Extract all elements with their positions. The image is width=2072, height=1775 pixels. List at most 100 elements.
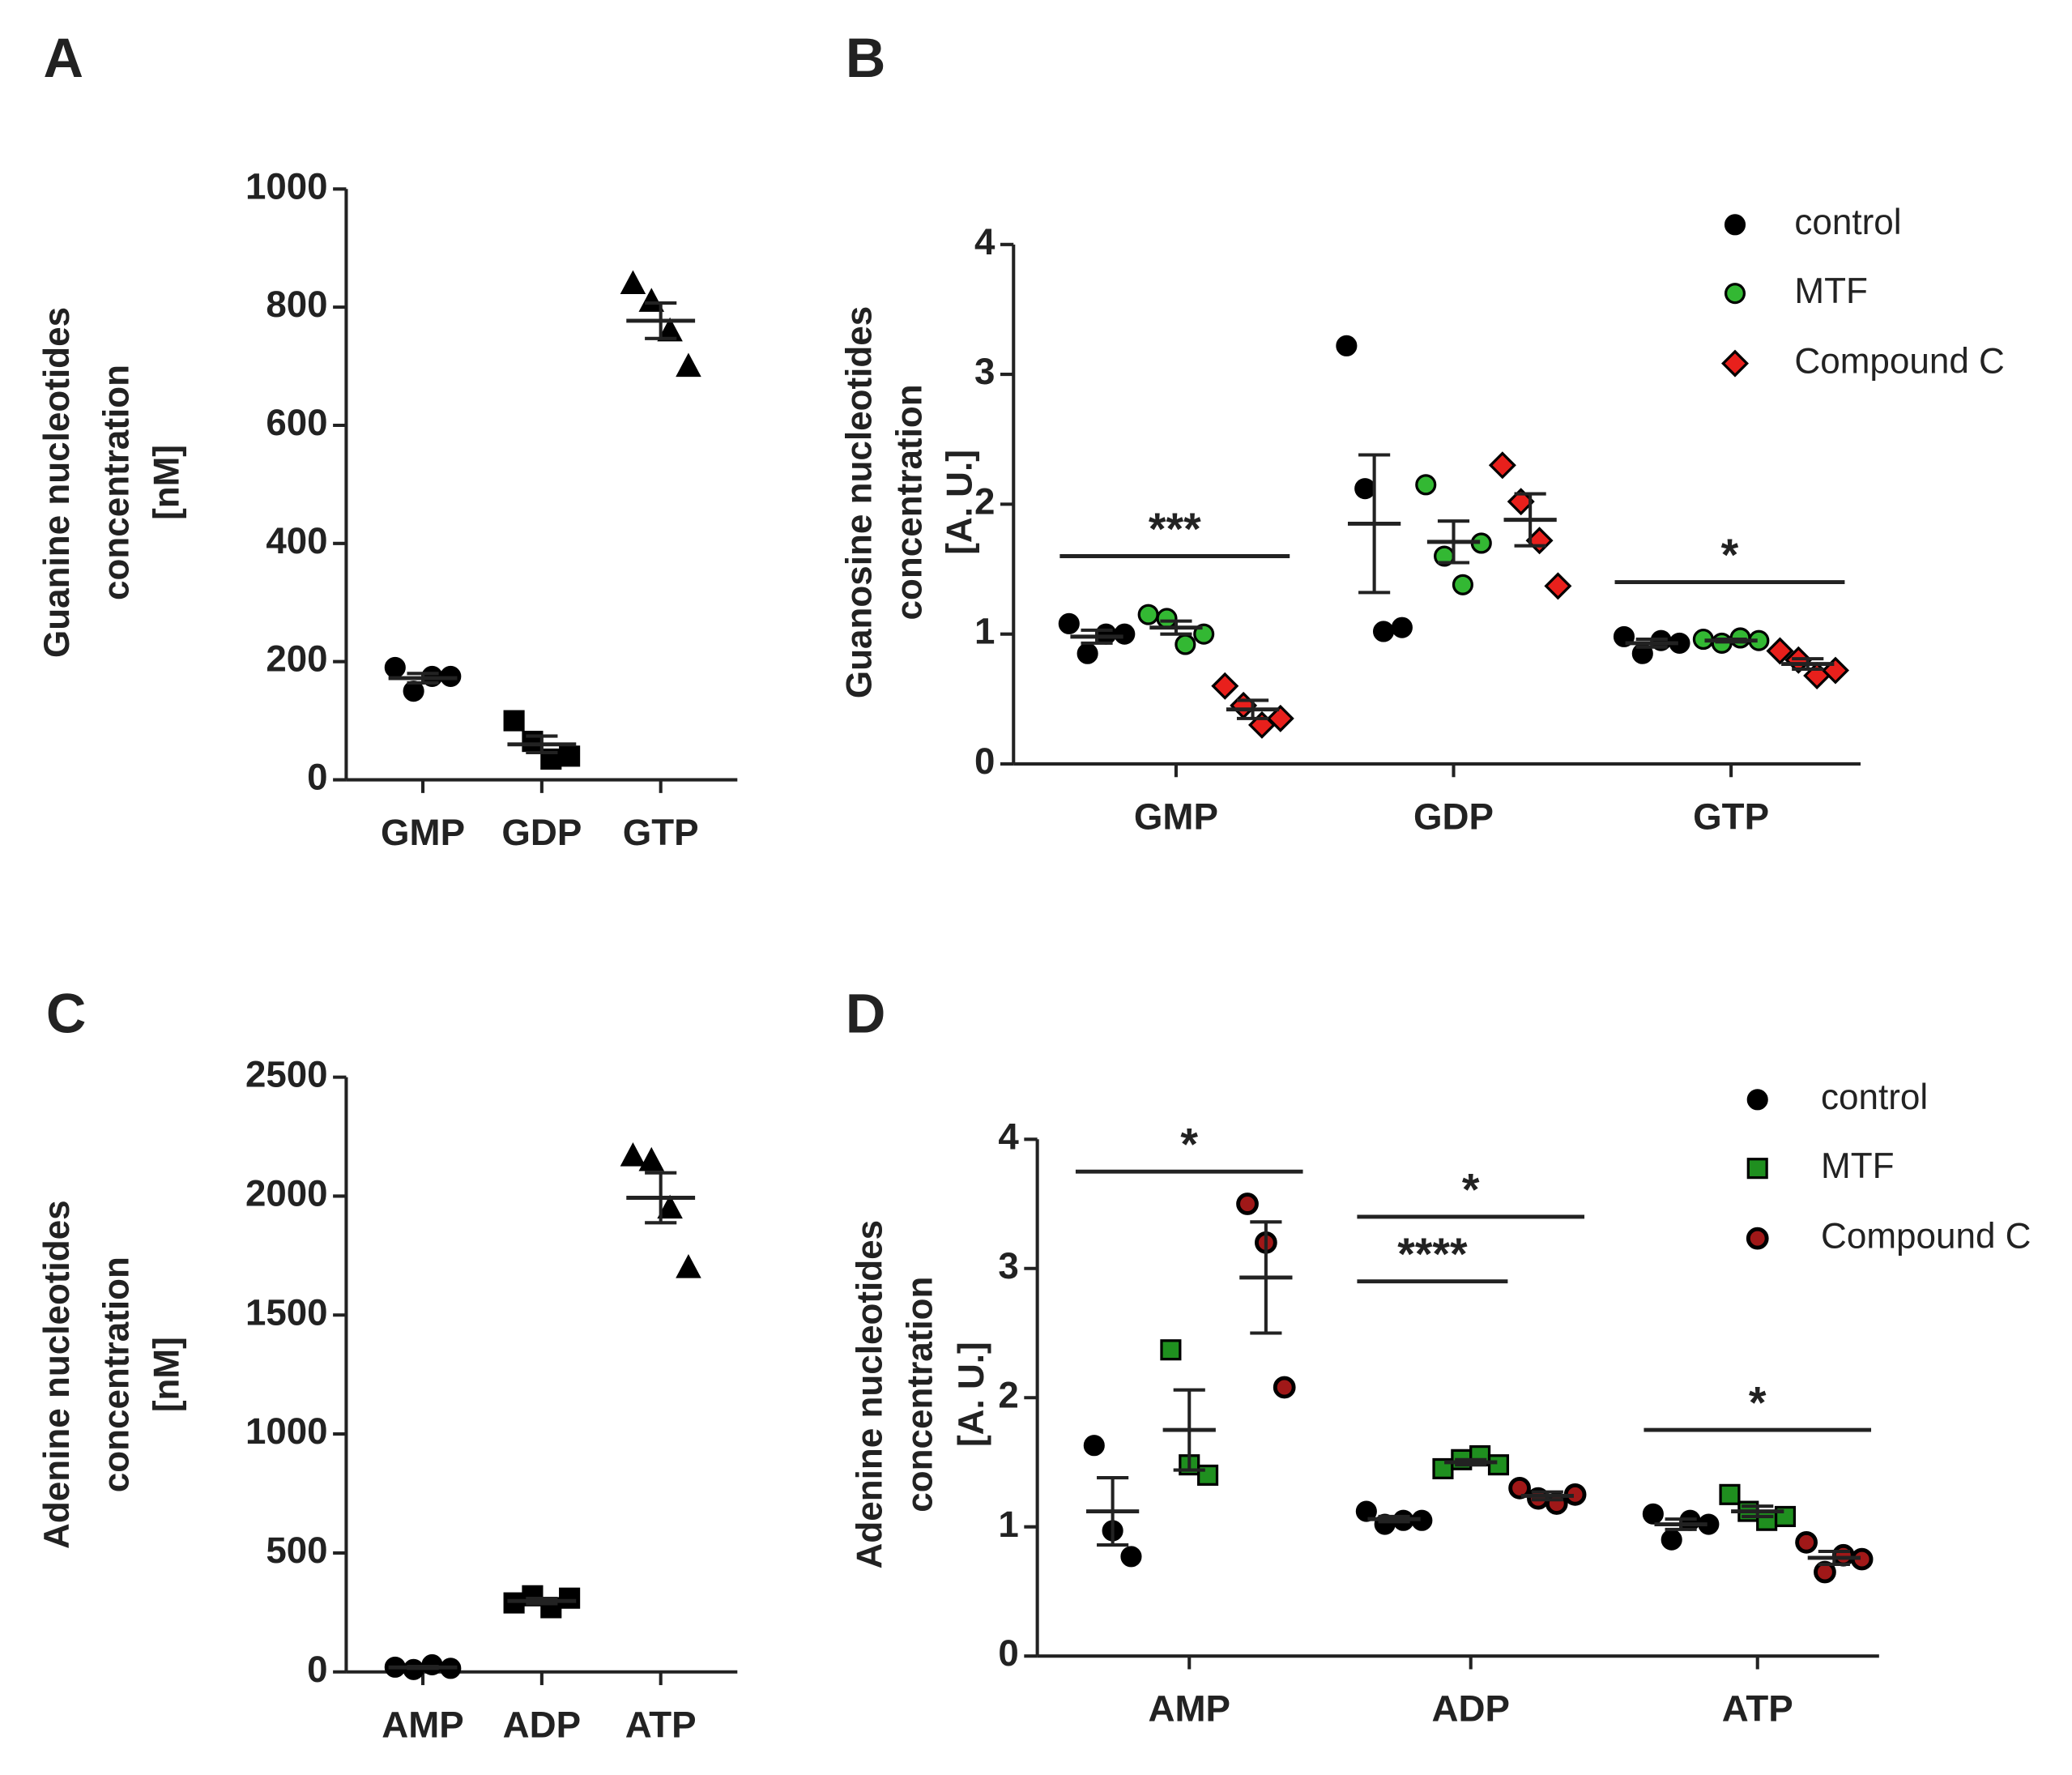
y-tick-label: 1500 bbox=[245, 1291, 328, 1333]
sem-bar bbox=[645, 301, 677, 340]
legend-marker bbox=[1721, 349, 1749, 378]
sem-bar bbox=[1792, 657, 1824, 671]
significance-label: **** bbox=[1397, 1229, 1468, 1279]
x-tick-label: ATP bbox=[1722, 1688, 1793, 1730]
data-point bbox=[503, 710, 525, 732]
x-tick-label: GMP bbox=[381, 812, 465, 853]
data-point bbox=[1355, 1500, 1377, 1522]
data-point bbox=[1114, 623, 1136, 645]
data-point bbox=[1487, 1454, 1510, 1476]
sem-bar bbox=[1358, 453, 1391, 595]
x-tick-label: GMP bbox=[1134, 796, 1218, 838]
data-point bbox=[1661, 1529, 1682, 1551]
y-axis-label: concentration bbox=[96, 1257, 136, 1492]
y-axis-label: concentration bbox=[96, 365, 136, 600]
significance-label: * bbox=[1721, 530, 1739, 580]
x-tick-label: GTP bbox=[1693, 796, 1769, 838]
x-tick-label: AMP bbox=[382, 1704, 463, 1745]
x-tick-label: GDP bbox=[1413, 796, 1494, 838]
y-tick-label: 2 bbox=[998, 1374, 1018, 1415]
x-tick-label: ADP bbox=[1432, 1688, 1510, 1730]
y-axis-label: concentration bbox=[889, 384, 929, 620]
legend-marker bbox=[1746, 1158, 1768, 1180]
x-tick-label: AMP bbox=[1149, 1688, 1230, 1730]
sem-bar bbox=[407, 672, 439, 685]
significance-label: * bbox=[1749, 1377, 1767, 1427]
y-axis-label: [A. U.] bbox=[952, 1342, 991, 1447]
y-axis-label: [nM] bbox=[147, 445, 186, 520]
data-point bbox=[620, 270, 646, 295]
data-point bbox=[1766, 637, 1794, 665]
legend-label: MTF bbox=[1821, 1146, 1894, 1186]
y-axis-label: Adenine nucleotides bbox=[37, 1200, 77, 1549]
data-point bbox=[1095, 623, 1117, 645]
significance-label: * bbox=[1180, 1119, 1198, 1169]
legend-label: control bbox=[1821, 1077, 1928, 1117]
significance-label: * bbox=[1462, 1164, 1480, 1214]
sem-bar bbox=[1455, 1457, 1487, 1467]
data-point bbox=[1175, 634, 1196, 655]
sem-bar bbox=[1818, 1549, 1850, 1566]
sem-bar bbox=[1531, 1490, 1563, 1502]
y-tick-label: 0 bbox=[307, 1649, 327, 1690]
x-tick-label: ATP bbox=[625, 1704, 697, 1745]
data-point bbox=[403, 681, 424, 702]
data-point bbox=[421, 1653, 443, 1675]
legend-marker bbox=[1746, 1227, 1769, 1250]
y-tick-label: 1 bbox=[974, 611, 995, 652]
y-tick-label: 3 bbox=[998, 1245, 1018, 1286]
data-point bbox=[1831, 1543, 1855, 1567]
data-point bbox=[1336, 335, 1358, 356]
y-axis-label: Adenine nucleotides bbox=[850, 1220, 889, 1569]
sem-bar bbox=[526, 1596, 558, 1606]
sem-bar bbox=[1635, 638, 1668, 649]
data-point bbox=[1544, 572, 1572, 600]
y-tick-label: 800 bbox=[266, 284, 327, 325]
data-point bbox=[1354, 478, 1376, 500]
legend-label: Compound C bbox=[1794, 341, 2004, 381]
sem-bar bbox=[1173, 1388, 1205, 1472]
data-point bbox=[1756, 1509, 1778, 1531]
x-tick-label: ADP bbox=[503, 1704, 581, 1745]
y-tick-label: 400 bbox=[266, 520, 327, 561]
y-tick-label: 200 bbox=[266, 638, 327, 680]
y-tick-label: 600 bbox=[266, 402, 327, 443]
legend-marker bbox=[1724, 214, 1746, 236]
y-tick-label: 500 bbox=[266, 1530, 327, 1571]
data-point bbox=[1137, 604, 1159, 625]
y-tick-label: 4 bbox=[974, 221, 995, 262]
y-tick-label: 1000 bbox=[245, 165, 328, 207]
y-tick-label: 0 bbox=[974, 740, 995, 782]
legend-marker bbox=[1746, 1089, 1768, 1111]
sem-bar bbox=[1236, 698, 1269, 720]
data-point bbox=[1373, 621, 1395, 642]
legend-label: MTF bbox=[1794, 271, 1867, 311]
data-point bbox=[1083, 1435, 1105, 1457]
data-point bbox=[1160, 1339, 1182, 1361]
data-point bbox=[1508, 1476, 1531, 1500]
data-point bbox=[1415, 474, 1437, 496]
data-point bbox=[1795, 1530, 1818, 1554]
data-point bbox=[1391, 617, 1413, 638]
data-point bbox=[1211, 672, 1239, 700]
data-point bbox=[638, 1146, 665, 1171]
legend-label: Compound C bbox=[1821, 1216, 2031, 1256]
y-axis-label: Guanine nucleotides bbox=[37, 307, 77, 658]
sem-bar bbox=[1378, 1514, 1410, 1524]
data-point bbox=[1273, 1376, 1296, 1399]
sem-bar bbox=[1742, 1504, 1774, 1518]
y-tick-label: 4 bbox=[998, 1116, 1019, 1157]
panel-label: C bbox=[46, 982, 86, 1044]
y-tick-label: 0 bbox=[998, 1632, 1018, 1674]
panel-label: B bbox=[846, 27, 885, 89]
sem-bar bbox=[1097, 1476, 1129, 1547]
data-point bbox=[620, 1141, 646, 1167]
x-tick-label: GTP bbox=[623, 812, 699, 853]
y-tick-label: 0 bbox=[307, 757, 327, 798]
data-point bbox=[1719, 1483, 1741, 1505]
data-point bbox=[1077, 642, 1098, 664]
data-point bbox=[384, 656, 406, 679]
data-point bbox=[1058, 612, 1080, 634]
y-tick-label: 2500 bbox=[245, 1054, 328, 1095]
